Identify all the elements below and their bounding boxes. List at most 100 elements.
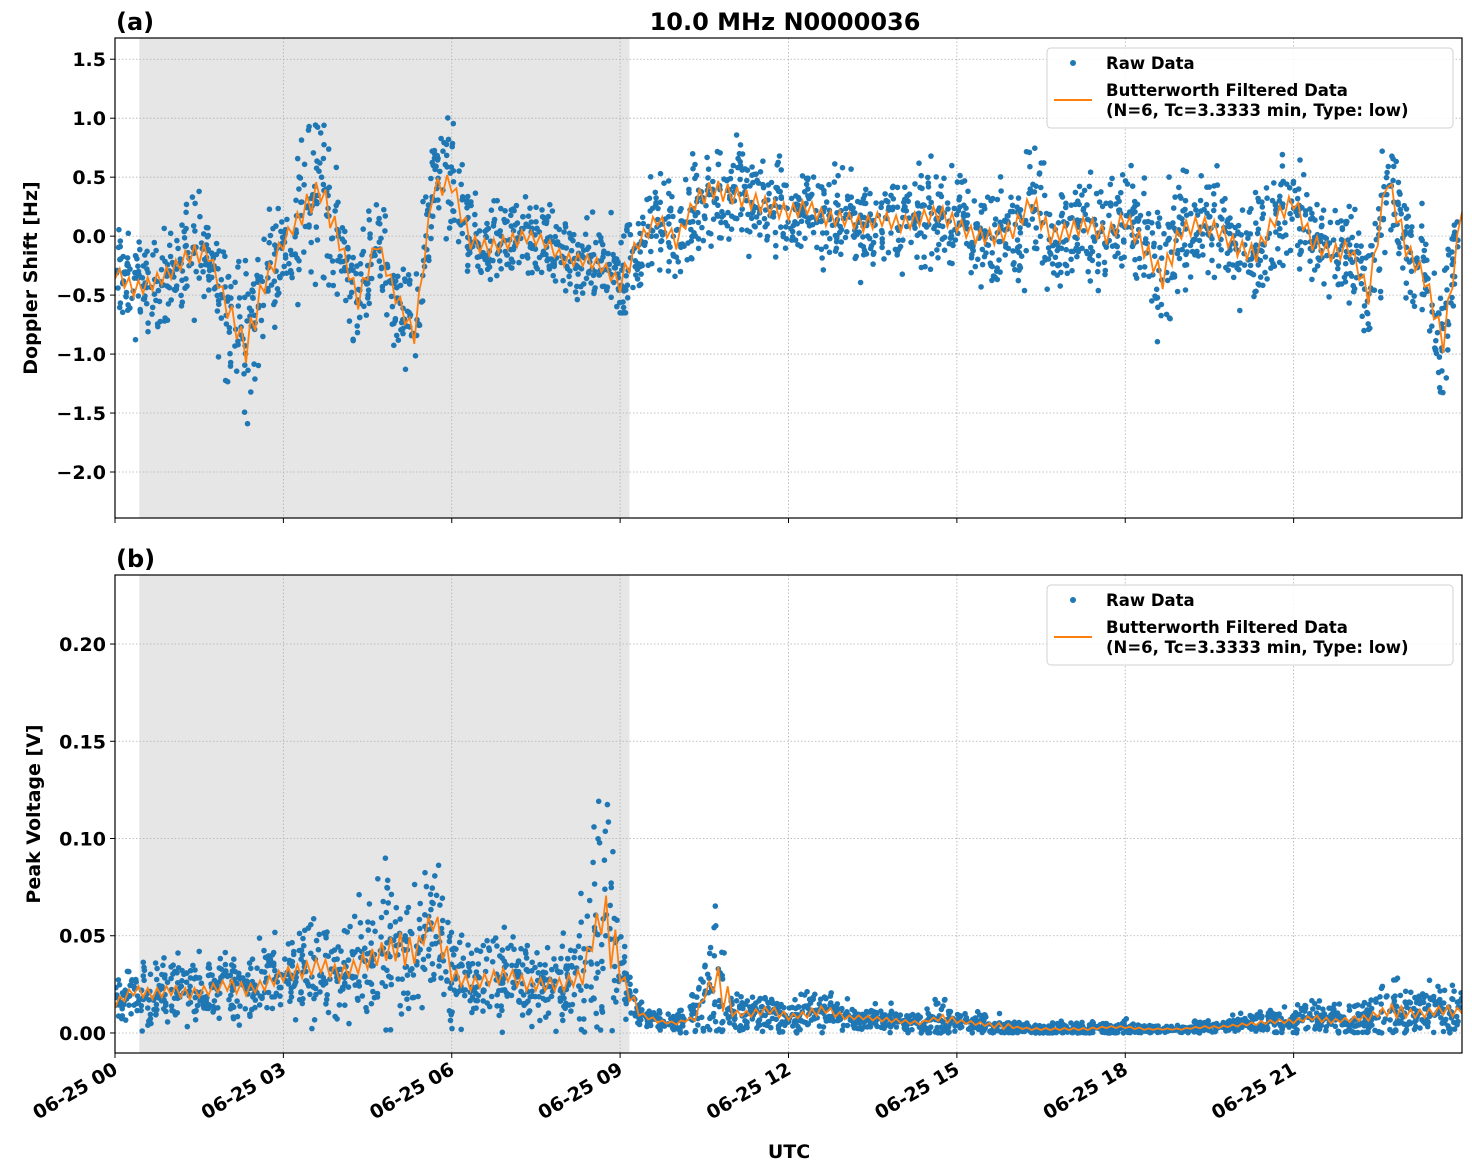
raw-data-point [1441, 1000, 1447, 1006]
raw-data-point [446, 137, 452, 143]
raw-data-point [904, 1023, 910, 1029]
raw-data-point [259, 969, 265, 975]
raw-data-point [1435, 330, 1441, 336]
raw-data-point [436, 863, 442, 869]
raw-data-point [160, 255, 166, 261]
raw-data-point [518, 946, 524, 952]
raw-data-point [1314, 202, 1320, 208]
raw-data-point [488, 277, 494, 283]
raw-data-point [379, 980, 385, 986]
raw-data-point [196, 949, 202, 955]
raw-data-point [406, 905, 412, 911]
raw-data-point [384, 312, 390, 318]
raw-data-point [975, 221, 981, 227]
raw-data-point [717, 150, 723, 156]
raw-data-point [751, 172, 757, 178]
raw-data-point [430, 961, 436, 967]
raw-data-point [1249, 1026, 1255, 1032]
raw-data-point [433, 934, 439, 940]
raw-data-point [737, 177, 743, 183]
raw-data-point [998, 174, 1004, 180]
raw-data-point [397, 916, 403, 922]
raw-data-point [585, 913, 591, 919]
raw-data-point [1136, 1029, 1142, 1035]
raw-data-point [560, 1018, 566, 1024]
raw-data-point [1368, 997, 1374, 1003]
raw-data-point [553, 1029, 559, 1035]
raw-data-point [445, 115, 451, 121]
raw-data-point [1038, 185, 1044, 191]
raw-data-point [655, 206, 661, 212]
raw-data-point [1309, 277, 1315, 283]
raw-data-point [422, 870, 428, 876]
raw-data-point [902, 185, 908, 191]
raw-data-point [471, 1006, 477, 1012]
raw-data-point [595, 836, 601, 842]
raw-data-point [393, 933, 399, 939]
raw-data-point [973, 264, 979, 270]
raw-data-point [161, 226, 167, 232]
raw-data-point [715, 203, 721, 209]
raw-data-point [514, 203, 520, 209]
raw-data-point [845, 996, 851, 1002]
raw-data-point [1121, 239, 1127, 245]
raw-data-point [393, 278, 399, 284]
raw-data-point [245, 368, 251, 374]
raw-data-point [1289, 216, 1295, 222]
raw-data-point [581, 1016, 587, 1022]
raw-data-point [1321, 207, 1327, 213]
raw-data-point [1180, 167, 1186, 173]
raw-data-point [1192, 237, 1198, 243]
raw-data-point [1408, 290, 1414, 296]
raw-data-point [908, 240, 914, 246]
raw-data-point [462, 987, 468, 993]
raw-data-point [1038, 234, 1044, 240]
raw-data-point [321, 123, 327, 129]
raw-data-point [739, 1003, 745, 1009]
raw-data-point [300, 936, 306, 942]
raw-data-point [159, 267, 165, 273]
raw-data-point [584, 276, 590, 282]
raw-data-point [358, 934, 364, 940]
raw-data-point [1295, 196, 1301, 202]
raw-data-point [153, 960, 159, 966]
raw-data-point [219, 966, 225, 972]
raw-data-point [150, 305, 156, 311]
raw-data-point [499, 1008, 505, 1014]
raw-data-point [828, 993, 834, 999]
raw-data-point [916, 160, 922, 166]
raw-data-point [1398, 993, 1404, 999]
raw-data-point [261, 948, 267, 954]
raw-data-point [326, 146, 332, 152]
raw-data-point [777, 1022, 783, 1028]
raw-data-point [895, 249, 901, 255]
raw-data-point [406, 272, 412, 278]
raw-data-point [1347, 271, 1353, 277]
raw-data-point [556, 227, 562, 233]
raw-data-point [609, 885, 615, 891]
raw-data-point [345, 246, 351, 252]
raw-data-point [752, 224, 758, 230]
raw-data-point [140, 275, 146, 281]
raw-data-point [1360, 265, 1366, 271]
raw-data-point [176, 965, 182, 971]
raw-data-point [1335, 266, 1341, 272]
raw-data-point [380, 288, 386, 294]
raw-data-point [1179, 216, 1185, 222]
raw-data-point [614, 917, 620, 923]
raw-data-point [212, 286, 218, 292]
raw-data-point [1015, 237, 1021, 243]
raw-data-point [1410, 299, 1416, 305]
raw-data-point [331, 957, 337, 963]
raw-data-point [400, 331, 406, 337]
raw-data-point [985, 194, 991, 200]
raw-data-point [564, 963, 570, 969]
raw-data-point [451, 121, 457, 127]
raw-data-point [921, 254, 927, 260]
raw-data-point [559, 1012, 565, 1018]
raw-data-point [1166, 174, 1172, 180]
raw-data-point [637, 283, 643, 289]
raw-data-point [1282, 220, 1288, 226]
raw-data-point [235, 264, 241, 270]
raw-data-point [1315, 263, 1321, 269]
